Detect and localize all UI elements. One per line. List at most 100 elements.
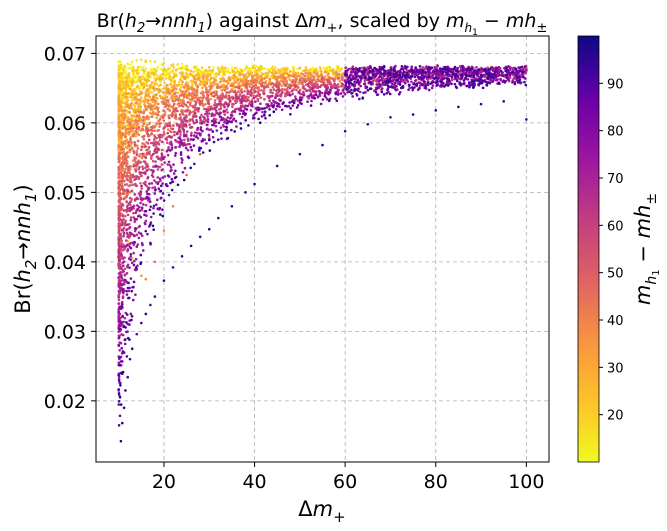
scatter-point (135, 245, 139, 248)
scatter-point (205, 142, 208, 145)
scatter-point (135, 233, 139, 237)
scatter-point (166, 83, 169, 87)
scatter-point (180, 110, 183, 113)
scatter-point (133, 92, 136, 96)
scatter-point (146, 151, 149, 155)
scatter-point (274, 71, 278, 74)
scatter-point (310, 87, 314, 90)
scatter-point (312, 71, 316, 75)
scatter-point (128, 196, 132, 200)
scatter-point (189, 138, 193, 141)
scatter-point (138, 194, 142, 198)
scatter-point (134, 134, 138, 138)
scatter-point (140, 78, 143, 81)
scatter-point (271, 104, 274, 108)
scatter-point (309, 82, 312, 85)
scatter-point (148, 182, 151, 185)
scatter-point (194, 115, 198, 118)
scatter-point (129, 125, 132, 128)
scatter-point (157, 157, 160, 161)
scatter-point (180, 90, 183, 93)
scatter-point (216, 83, 220, 87)
scatter-point (246, 71, 250, 75)
scatter-point (193, 96, 197, 100)
scatter-point (146, 196, 150, 199)
scatter-point (386, 75, 390, 78)
scatter-point (174, 68, 178, 72)
scatter-point (166, 131, 169, 135)
scatter-point (525, 68, 528, 72)
scatter-point (218, 80, 222, 84)
scatter-point (199, 80, 202, 84)
scatter-point (240, 109, 243, 112)
scatter-point (150, 72, 153, 75)
scatter-point (264, 116, 267, 120)
scatter-point (333, 76, 337, 79)
scatter-point (205, 88, 208, 91)
scatter-point (369, 66, 373, 70)
scatter-point (220, 97, 224, 100)
scatter-point (245, 98, 249, 102)
scatter-point (139, 201, 142, 205)
scatter-point (147, 145, 151, 149)
scatter-point (122, 234, 125, 238)
scatter-point (202, 91, 205, 94)
scatter-point (134, 293, 137, 296)
scatter-point (145, 84, 149, 87)
scatter-point (153, 129, 157, 133)
scatter-point (131, 147, 134, 150)
scatter-point (121, 126, 124, 130)
scatter-point (254, 89, 257, 93)
scatter-point (131, 76, 135, 79)
scatter-point (227, 81, 230, 85)
scatter-point (133, 109, 136, 112)
scatter-point (158, 77, 162, 81)
scatter-point (135, 127, 139, 130)
scatter-point (304, 74, 307, 78)
scatter-point (156, 168, 160, 171)
scatter-point (154, 147, 157, 151)
scatter-point (157, 142, 161, 146)
scatter-point (163, 97, 167, 100)
scatter-point (456, 66, 459, 70)
scatter-point (130, 261, 134, 265)
scatter-point (123, 267, 127, 271)
scatter-point (244, 67, 248, 70)
scatter-point (164, 87, 168, 90)
scatter-point (121, 98, 124, 102)
scatter-point (189, 72, 192, 76)
scatter-point (214, 109, 218, 112)
scatter-point (318, 74, 322, 78)
scatter-point (193, 93, 196, 97)
scatter-point (147, 122, 151, 126)
scatter-point (282, 79, 285, 82)
scatter-point (138, 80, 142, 83)
scatter-point (249, 88, 253, 92)
scatter-point (139, 92, 143, 96)
scatter-point (385, 92, 389, 95)
scatter-point (326, 73, 330, 76)
scatter-point (206, 93, 209, 97)
scatter-point (294, 84, 297, 88)
scatter-point (129, 121, 133, 124)
scatter-point (141, 142, 144, 145)
scatter-point (121, 315, 125, 318)
scatter-point (340, 67, 343, 70)
scatter-point (169, 83, 173, 86)
scatter-point (238, 112, 242, 116)
scatter-point (310, 99, 313, 103)
scatter-point (212, 95, 216, 98)
scatter-point (117, 97, 120, 100)
scatter-point (185, 80, 188, 84)
scatter-point (182, 85, 185, 89)
scatter-point (125, 159, 128, 162)
scatter-point (167, 67, 170, 70)
scatter-point (135, 184, 138, 188)
scatter-point (174, 115, 178, 118)
scatter-point (432, 80, 435, 84)
scatter-point (197, 68, 200, 71)
scatter-point (205, 96, 209, 99)
scatter-point (233, 110, 237, 114)
scatter-point (525, 118, 528, 121)
scatter-point (124, 239, 128, 242)
